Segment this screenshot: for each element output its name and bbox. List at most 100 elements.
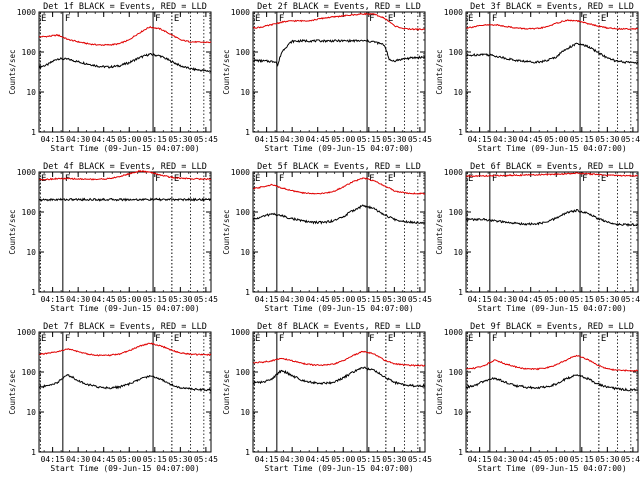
time-marker-label: F (279, 174, 284, 184)
plot-frame (252, 171, 426, 293)
x-tick-label: 05:15 (357, 135, 381, 144)
y-tick-label: 1000 (17, 328, 36, 337)
y-tick-label: 100 (236, 208, 251, 217)
x-axis-label: Start Time (09-Jun-15 04:07:00) (264, 144, 413, 153)
time-marker-label: E (41, 334, 46, 344)
events-series-line (465, 374, 639, 392)
time-marker-label: F (65, 174, 70, 184)
x-axis-label: Start Time (09-Jun-15 04:07:00) (50, 464, 199, 473)
lld-series-line (253, 177, 426, 195)
detector-panel: Det 2f BLACK = Events, RED = LLD 1 10 100 10… (222, 2, 432, 153)
x-tick-label: 05:30 (382, 135, 406, 144)
x-tick-label: 05:45 (194, 295, 218, 304)
x-tick-label: 04:15 (468, 135, 492, 144)
panel-title: Det 3f BLACK = Events, RED = LLD (470, 2, 634, 12)
x-tick-label: 05:15 (143, 455, 167, 464)
detector-panel: Det 6f BLACK = Events, RED = LLD 1 10 100 10… (435, 162, 640, 313)
time-marker-label: E (174, 334, 179, 344)
x-tick-label: 04:45 (519, 455, 543, 464)
y-axis-label: Counts/sec (222, 209, 231, 254)
y-tick-label: 100 (22, 48, 37, 57)
time-marker-label: E (41, 14, 46, 24)
x-tick-label: 05:45 (408, 135, 432, 144)
lld-series-line (38, 169, 212, 181)
x-tick-label: 04:45 (519, 295, 543, 304)
time-marker-label: E (468, 334, 473, 344)
plot-frame (38, 11, 212, 133)
time-marker-label: F (369, 174, 374, 184)
y-tick-label: 1 (31, 128, 36, 137)
y-tick-label: 100 (22, 368, 37, 377)
time-marker-label: E (174, 174, 179, 184)
x-tick-label: 05:00 (117, 135, 141, 144)
y-tick-label: 10 (453, 408, 463, 417)
time-marker-label: F (582, 334, 587, 344)
x-tick-label: 04:15 (41, 135, 65, 144)
events-series-line (466, 208, 639, 228)
y-tick-label: 1000 (231, 168, 250, 177)
x-tick-label: 04:30 (66, 455, 90, 464)
y-tick-label: 1 (458, 448, 463, 457)
x-tick-label: 05:30 (168, 135, 192, 144)
x-tick-label: 04:45 (519, 135, 543, 144)
time-marker-label: E (174, 14, 179, 24)
panel-title: Det 8f BLACK = Events, RED = LLD (257, 322, 421, 332)
time-marker-label: E (601, 14, 606, 24)
y-tick-label: 1000 (231, 328, 250, 337)
x-tick-label: 04:45 (92, 295, 116, 304)
x-tick-label: 05:30 (168, 295, 192, 304)
y-axis-label: Counts/sec (222, 49, 231, 94)
detector-panel: Det 7f BLACK = Events, RED = LLD 1 10 100 10… (8, 322, 218, 473)
x-tick-label: 04:15 (41, 295, 65, 304)
y-tick-label: 100 (449, 208, 464, 217)
events-series-line (38, 53, 212, 73)
plot-frame (465, 331, 639, 453)
x-tick-label: 05:30 (595, 135, 619, 144)
lld-series-line (465, 171, 639, 178)
x-tick-label: 04:30 (66, 295, 90, 304)
x-axis-label: Start Time (09-Jun-15 04:07:00) (264, 464, 413, 473)
lld-series-line (466, 354, 639, 373)
x-tick-label: 04:15 (41, 455, 65, 464)
x-tick-label: 05:00 (331, 455, 355, 464)
time-marker-label: F (65, 14, 70, 24)
x-tick-label: 05:15 (357, 455, 381, 464)
time-marker-label: F (582, 14, 587, 24)
x-tick-label: 04:15 (255, 455, 279, 464)
y-tick-label: 1 (245, 288, 250, 297)
time-marker-label: F (492, 334, 497, 344)
y-tick-label: 1000 (444, 8, 463, 17)
panel-title: Det 4f BLACK = Events, RED = LLD (43, 162, 207, 172)
x-tick-label: 05:00 (544, 295, 568, 304)
y-axis-label: Counts/sec (222, 369, 231, 414)
time-marker-label: F (582, 174, 587, 184)
y-tick-label: 10 (240, 248, 250, 257)
x-tick-label: 05:15 (570, 135, 594, 144)
time-marker-label: E (601, 174, 606, 184)
time-marker-label: E (388, 334, 393, 344)
x-tick-label: 05:30 (168, 455, 192, 464)
x-axis-label: Start Time (09-Jun-15 04:07:00) (477, 144, 626, 153)
time-marker-label: E (255, 14, 260, 24)
y-tick-label: 1 (31, 448, 36, 457)
lld-series-line (252, 12, 426, 31)
x-tick-label: 04:45 (92, 455, 116, 464)
y-tick-label: 10 (26, 88, 36, 97)
time-marker-label: F (279, 14, 284, 24)
x-tick-label: 05:00 (331, 295, 355, 304)
y-tick-label: 1000 (17, 8, 36, 17)
y-tick-label: 100 (22, 208, 37, 217)
y-tick-label: 1000 (17, 168, 36, 177)
x-tick-label: 05:15 (357, 295, 381, 304)
detector-panel: Det 9f BLACK = Events, RED = LLD 1 10 100 10… (435, 322, 640, 473)
y-axis-label: Counts/sec (435, 369, 444, 414)
y-tick-label: 10 (26, 248, 36, 257)
x-tick-label: 04:15 (255, 135, 279, 144)
x-tick-label: 04:30 (493, 455, 517, 464)
y-tick-label: 100 (236, 368, 251, 377)
panel-title: Det 2f BLACK = Events, RED = LLD (257, 2, 421, 12)
events-series-line (253, 38, 426, 67)
x-tick-label: 04:15 (468, 455, 492, 464)
plot-frame (252, 331, 426, 453)
